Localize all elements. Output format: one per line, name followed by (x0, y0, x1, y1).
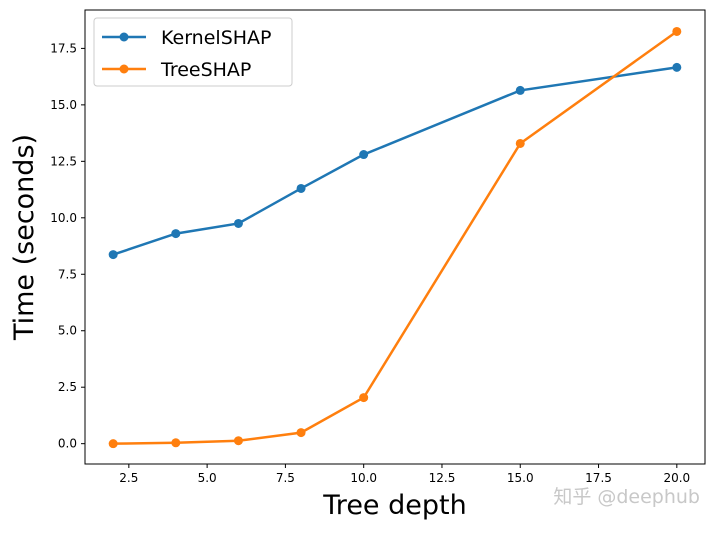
data-point (108, 439, 118, 449)
legend: KernelSHAP TreeSHAP (93, 17, 293, 87)
data-point (233, 218, 243, 228)
plot-frame (84, 9, 706, 465)
data-point (108, 250, 118, 260)
series-line (112, 66, 678, 256)
legend-marker (119, 64, 129, 74)
x-tick-label: 7.5 (276, 471, 295, 485)
x-tick-label: 2.5 (119, 471, 138, 485)
legend-marker (119, 32, 129, 42)
watermark: 知乎 @deephub (553, 486, 700, 508)
y-tick-label: 10.0 (50, 211, 77, 225)
data-point (233, 436, 243, 446)
y-tick-label: 12.5 (50, 154, 77, 168)
data-point (672, 62, 682, 72)
data-point (171, 229, 181, 239)
x-tick-label: 20.0 (663, 471, 690, 485)
x-tick-label: 15.0 (507, 471, 534, 485)
data-point (515, 138, 525, 148)
y-tick-label: 0.0 (58, 437, 77, 451)
x-tick-label: 12.5 (429, 471, 456, 485)
y-tick-label: 5.0 (58, 324, 77, 338)
legend-item: KernelSHAP (102, 27, 272, 49)
legend-label: TreeSHAP (160, 59, 251, 81)
y-tick-label: 7.5 (58, 267, 77, 281)
data-point (515, 85, 525, 95)
plot-marks (108, 26, 682, 449)
data-point (296, 183, 306, 193)
y-axis-label: Time (seconds) (9, 134, 40, 341)
x-tick-label: 17.5 (585, 471, 612, 485)
y-tick-label: 15.0 (50, 98, 77, 112)
x-tick-label: 10.0 (350, 471, 377, 485)
y-axis-ticks: 0.0 2.5 5.0 7.5 10.0 12.5 15.0 17.5 (50, 41, 85, 451)
x-axis-label: Tree depth (322, 490, 466, 521)
y-tick-label: 2.5 (58, 380, 77, 394)
data-point (171, 438, 181, 448)
legend-label: KernelSHAP (161, 27, 272, 49)
data-point (359, 393, 369, 403)
y-tick-label: 17.5 (50, 41, 77, 55)
x-tick-label: 5.0 (198, 471, 217, 485)
data-point (672, 26, 682, 36)
series-line (113, 30, 678, 445)
data-point (359, 150, 369, 160)
series-kernelshap (108, 62, 682, 260)
data-point (296, 428, 306, 438)
series-treeshap (108, 26, 682, 449)
legend-item: TreeSHAP (102, 59, 251, 81)
x-axis-ticks: 2.5 5.0 7.5 10.0 12.5 15.0 17.5 20.0 (119, 464, 690, 485)
